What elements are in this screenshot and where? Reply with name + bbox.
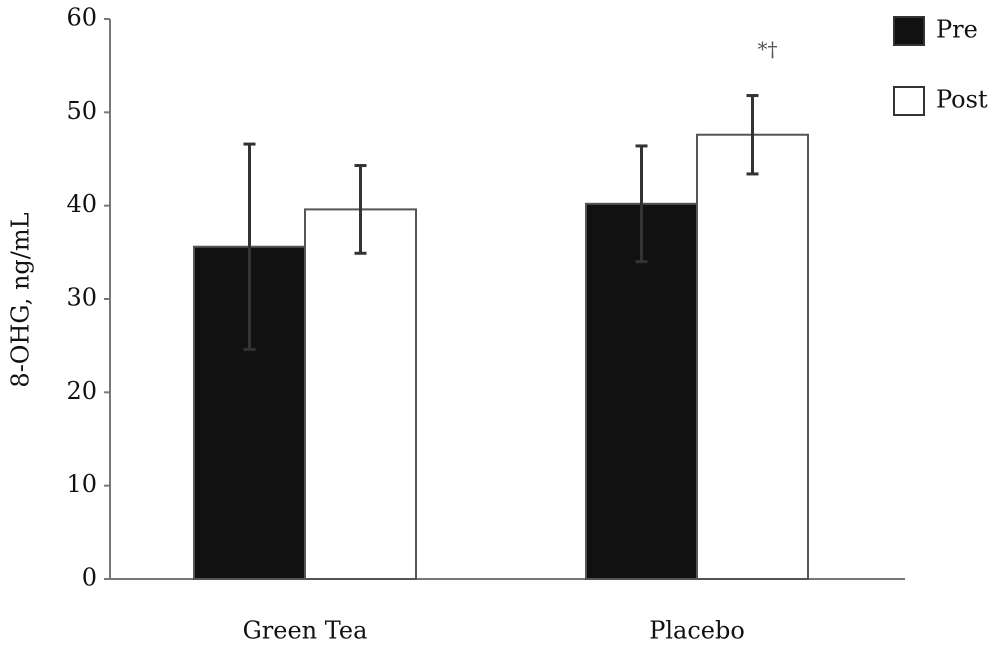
y-axis-label: 8-OHG, ng/mL (7, 212, 35, 387)
x-tick-label: Placebo (649, 617, 745, 645)
error-bar (354, 164, 367, 255)
error-bar (635, 144, 648, 264)
y-tick-label: 10 (66, 470, 97, 498)
y-tick-label: 50 (66, 97, 97, 125)
y-tick-label: 60 (66, 4, 97, 32)
y-tick-label: 0 (82, 564, 97, 592)
bar (304, 208, 417, 580)
annotation: *† (758, 37, 778, 61)
error-bar (243, 142, 256, 351)
legend-label: Pre (936, 16, 978, 44)
legend-swatch (893, 16, 925, 46)
y-tick-label: 30 (66, 284, 97, 312)
legend-label: Post (936, 86, 988, 114)
y-tick-label: 20 (66, 377, 97, 405)
error-bar (746, 94, 759, 176)
legend-swatch (893, 86, 925, 116)
bar (696, 133, 809, 580)
y-tick-label: 40 (66, 190, 97, 218)
x-tick-label: Green Tea (243, 617, 368, 645)
